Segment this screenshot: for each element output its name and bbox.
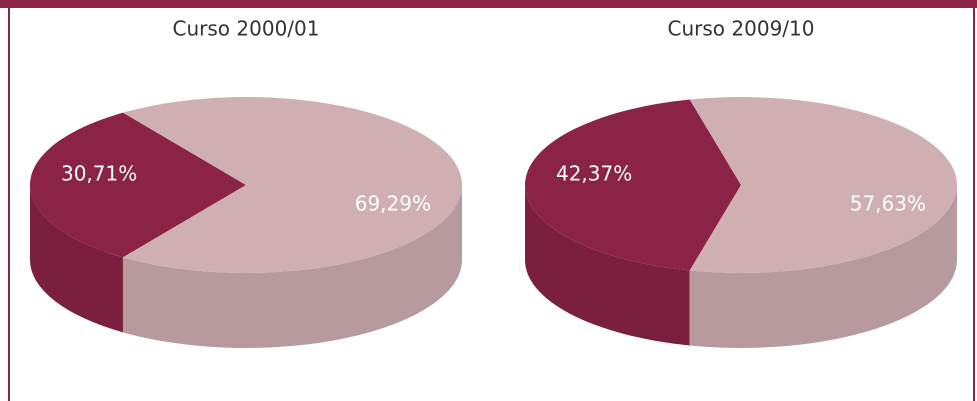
slice [524,99,741,271]
slice [122,97,463,273]
chart-title: Curso 2009/10 [668,17,815,41]
value-label: 57,63% [850,192,926,216]
right-border [973,0,975,401]
slice-side [122,185,463,348]
value-label: 69,29% [355,192,431,216]
slice [29,112,246,258]
slice-side [29,185,123,333]
slice [689,97,957,273]
chart-title: Curso 2000/01 [173,17,320,41]
value-label: 42,37% [556,162,632,186]
top-bar [0,0,977,8]
slice-side [525,185,690,346]
value-label: 30,71% [61,162,137,186]
left-border [8,0,10,401]
slice-side [689,185,957,349]
